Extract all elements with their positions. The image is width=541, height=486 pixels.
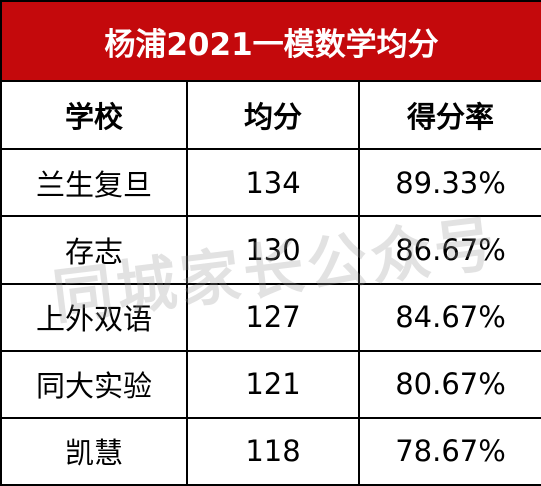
header-average: 均分	[186, 80, 360, 151]
cell-school: 兰生复旦	[0, 148, 188, 218]
cell-school: 凯慧	[0, 416, 188, 486]
table-title: 杨浦2021一模数学均分	[0, 0, 541, 83]
header-school: 学校	[0, 80, 188, 151]
cell-rate: 78.67%	[358, 416, 541, 486]
cell-average: 134	[186, 148, 360, 218]
cell-average: 127	[186, 282, 360, 352]
cell-school: 同大实验	[0, 349, 188, 419]
cell-average: 130	[186, 215, 360, 285]
table-row: 上外双语 127 84.67%	[0, 282, 541, 352]
cell-average: 121	[186, 349, 360, 419]
cell-rate: 84.67%	[358, 282, 541, 352]
cell-school: 存志	[0, 215, 188, 285]
title-row: 杨浦2021一模数学均分	[0, 0, 541, 83]
table-row: 兰生复旦 134 89.33%	[0, 148, 541, 218]
table-row: 存志 130 86.67%	[0, 215, 541, 285]
header-row: 学校 均分 得分率	[0, 80, 541, 151]
cell-school: 上外双语	[0, 282, 188, 352]
header-rate: 得分率	[358, 80, 541, 151]
cell-rate: 86.67%	[358, 215, 541, 285]
cell-rate: 89.33%	[358, 148, 541, 218]
table-row: 凯慧 118 78.67%	[0, 416, 541, 486]
table-row: 同大实验 121 80.67%	[0, 349, 541, 419]
cell-average: 118	[186, 416, 360, 486]
cell-rate: 80.67%	[358, 349, 541, 419]
